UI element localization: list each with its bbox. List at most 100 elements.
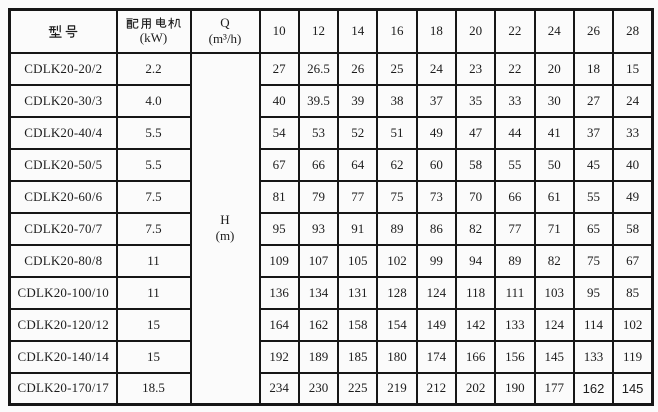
head-value-cell: 102: [376, 243, 418, 278]
head-value-cell: 85: [612, 275, 654, 310]
head-value-cell: 79: [297, 179, 340, 214]
head-value-cell: 131: [337, 275, 379, 310]
head-value-cell: 44: [494, 115, 536, 150]
head-value-cell: 136: [258, 275, 300, 310]
head-value-cell: 71: [533, 211, 575, 246]
head-value-cell: 212: [415, 371, 457, 406]
flow-col-header: 10: [258, 8, 300, 54]
head-value-cell: 54: [258, 115, 300, 150]
col-header-motor: 配用电机 (kW): [115, 8, 192, 54]
head-value-cell: 39.5: [297, 83, 340, 118]
motor-kw-cell: 5.5: [115, 147, 192, 182]
head-value-cell: 118: [454, 275, 497, 310]
head-value-cell: 94: [454, 243, 497, 278]
head-value-cell: 133: [572, 339, 615, 374]
head-value-cell: 22: [494, 51, 536, 86]
head-value-cell: 50: [533, 147, 575, 182]
motor-kw-cell: 11: [115, 243, 192, 278]
cjk-dian-icon: [156, 16, 167, 28]
flow-col-header: 12: [297, 8, 340, 54]
head-value-cell: 107: [297, 243, 340, 278]
head-value-cell: 27: [572, 83, 615, 118]
head-value-cell: 45: [572, 147, 615, 182]
head-value-cell: 27: [258, 51, 300, 86]
table-row: CDLK20-50/5 5.5 67 66 64 62 60 58 55 50 45 40: [8, 147, 654, 182]
head-value-cell: 158: [337, 307, 379, 342]
model-label-glyphs: [12, 24, 115, 39]
model-cell: CDLK20-20/2: [8, 51, 118, 86]
head-value-cell: 149: [415, 307, 457, 342]
head-value-cell: 75: [376, 179, 418, 214]
model-cell: CDLK20-120/12: [8, 307, 118, 342]
head-value-cell: 230: [297, 371, 340, 406]
head-value-cell: 91: [337, 211, 379, 246]
flow-col-header: 24: [533, 8, 575, 54]
head-value-cell: 180: [376, 339, 418, 374]
model-cell: CDLK20-40/4: [8, 115, 118, 150]
head-value-cell: 73: [415, 179, 457, 214]
flow-label: Q: [220, 15, 230, 30]
head-value-cell: 86: [415, 211, 457, 246]
head-value-cell: 109: [258, 243, 300, 278]
model-cell: CDLK20-170/17: [8, 371, 118, 406]
head-value-cell: 62: [376, 147, 418, 182]
cjk-xing-icon: [48, 24, 62, 38]
head-value-cell: 40: [258, 83, 300, 118]
table-row: CDLK20-60/6 7.5 81 79 77 75 73 70 66 61 55 49: [8, 179, 654, 214]
motor-kw-cell: 15: [115, 339, 192, 374]
flow-col-header: 22: [494, 8, 536, 54]
head-value-cell: 82: [533, 243, 575, 278]
head-merged-cell: H (m): [189, 51, 261, 406]
head-value-cell: 53: [297, 115, 340, 150]
motor-kw-cell: 7.5: [115, 211, 192, 246]
head-value-cell: 234: [258, 371, 300, 406]
head-value-cell: 192: [258, 339, 300, 374]
head-value-cell: 202: [454, 371, 497, 406]
flow-col-header: 20: [454, 8, 497, 54]
head-value-cell: 133: [494, 307, 536, 342]
head-value-cell: 41: [533, 115, 575, 150]
head-value-cell: 24: [612, 83, 654, 118]
head-value-cell: 128: [376, 275, 418, 310]
motor-kw-cell: 5.5: [115, 115, 192, 150]
head-value-cell: 58: [612, 211, 654, 246]
head-value-cell: 26: [337, 51, 379, 86]
head-value-cell: 64: [337, 147, 379, 182]
head-value-cell: 156: [494, 339, 536, 374]
head-value-cell: 39: [337, 83, 379, 118]
head-value-cell: 20: [533, 51, 575, 86]
flow-col-header: 16: [376, 8, 418, 54]
head-value-cell: 61: [533, 179, 575, 214]
head-value-cell: 65: [572, 211, 615, 246]
head-value-cell: 89: [376, 211, 418, 246]
head-value-cell: 55: [572, 179, 615, 214]
head-value-cell: 99: [415, 243, 457, 278]
head-value-cell: 38: [376, 83, 418, 118]
head-value-cell: 35: [454, 83, 497, 118]
head-value-cell: 82: [454, 211, 497, 246]
head-value-cell: 219: [376, 371, 418, 406]
head-value-cell: 145: [612, 371, 654, 406]
head-value-cell: 166: [454, 339, 497, 374]
motor-unit-label: (kW): [139, 29, 168, 45]
head-value-cell: 77: [337, 179, 379, 214]
table-row: CDLK20-100/10 11 136 134 131 128 124 118 111 103 9…: [8, 275, 654, 310]
motor-kw-cell: 2.2: [115, 51, 192, 86]
head-value-cell: 33: [612, 115, 654, 150]
model-cell: CDLK20-140/14: [8, 339, 118, 374]
flow-col-header: 14: [337, 8, 379, 54]
head-value-cell: 225: [337, 371, 379, 406]
pump-spec-table: 型号: [8, 8, 654, 406]
model-cell: CDLK20-100/10: [8, 275, 118, 310]
head-value-cell: 37: [572, 115, 615, 150]
head-value-cell: 58: [454, 147, 497, 182]
table-row: CDLK20-80/8 11 109 107 105 102 99 94 89 82 75 67: [8, 243, 654, 278]
head-value-cell: 119: [612, 339, 654, 374]
head-value-cell: 124: [415, 275, 457, 310]
head-value-cell: 26.5: [297, 51, 340, 86]
head-value-cell: 30: [533, 83, 575, 118]
head-value-cell: 162: [572, 371, 615, 406]
head-value-cell: 134: [297, 275, 340, 310]
head-value-cell: 105: [337, 243, 379, 278]
